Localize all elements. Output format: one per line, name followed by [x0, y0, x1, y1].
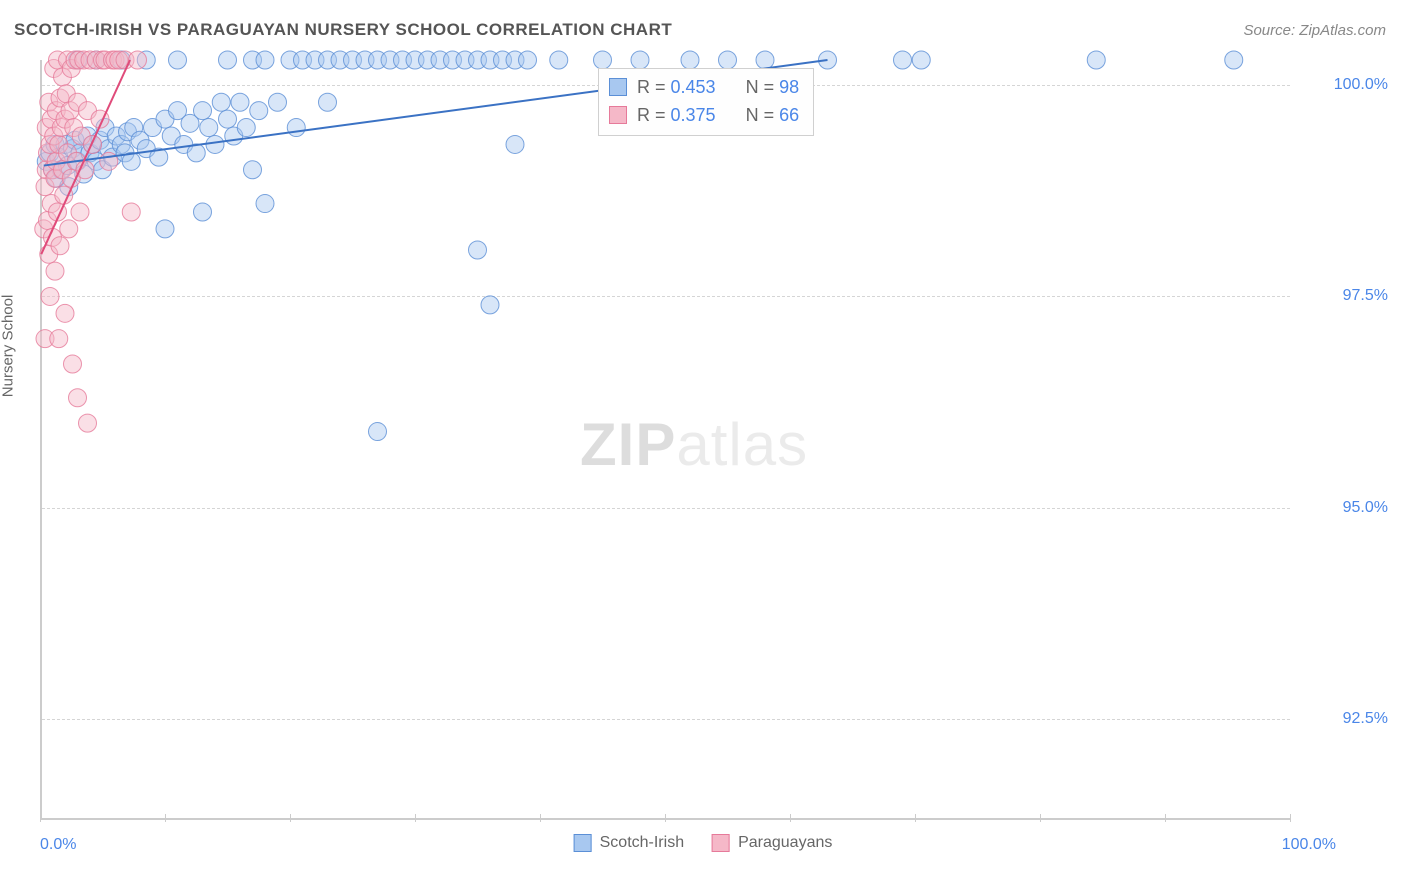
data-point	[506, 135, 524, 153]
legend-item-1: Scotch-Irish	[574, 834, 684, 852]
data-point	[1087, 51, 1105, 69]
data-point	[231, 93, 249, 111]
x-tick	[790, 814, 791, 822]
n-label-2: N = 66	[746, 101, 800, 129]
data-point	[41, 287, 59, 305]
stats-swatch-2	[609, 106, 627, 124]
data-point	[481, 296, 499, 314]
x-tick	[1165, 814, 1166, 822]
x-label-right: 100.0%	[1282, 836, 1336, 854]
data-point	[319, 93, 337, 111]
data-point	[237, 119, 255, 137]
data-point	[156, 220, 174, 238]
y-tick-label: 100.0%	[1334, 76, 1388, 94]
y-tick-label: 97.5%	[1343, 287, 1388, 305]
x-tick	[165, 814, 166, 822]
stats-row-2: R = 0.375 N = 66	[609, 101, 799, 129]
data-point	[169, 51, 187, 69]
data-point	[46, 262, 64, 280]
chart-svg	[40, 60, 1290, 820]
data-point	[60, 220, 78, 238]
data-point	[129, 51, 147, 69]
data-point	[550, 51, 568, 69]
data-point	[51, 237, 69, 255]
chart-title: SCOTCH-IRISH VS PARAGUAYAN NURSERY SCHOO…	[14, 20, 672, 40]
data-point	[1225, 51, 1243, 69]
data-point	[269, 93, 287, 111]
x-tick	[290, 814, 291, 822]
data-point	[50, 330, 68, 348]
legend-item-2: Paraguayans	[712, 834, 832, 852]
data-point	[250, 102, 268, 120]
y-tick-label: 95.0%	[1343, 499, 1388, 517]
legend-swatch-1	[574, 834, 592, 852]
data-point	[756, 51, 774, 69]
x-tick	[665, 814, 666, 822]
x-tick	[1290, 814, 1291, 822]
data-point	[469, 241, 487, 259]
stats-row-1: R = 0.453 N = 98	[609, 73, 799, 101]
x-tick	[40, 814, 41, 822]
x-label-left: 0.0%	[40, 836, 76, 854]
data-point	[71, 203, 89, 221]
n-label-1: N = 98	[746, 73, 800, 101]
x-tick	[915, 814, 916, 822]
data-point	[287, 119, 305, 137]
data-point	[212, 93, 230, 111]
x-tick	[540, 814, 541, 822]
data-point	[369, 423, 387, 441]
x-tick	[1040, 814, 1041, 822]
data-point	[64, 355, 82, 373]
legend-label-2: Paraguayans	[738, 834, 832, 852]
data-point	[122, 203, 140, 221]
data-point	[69, 389, 87, 407]
data-point	[76, 161, 94, 179]
legend-bottom: Scotch-Irish Paraguayans	[574, 834, 833, 852]
stats-legend: R = 0.453 N = 98 R = 0.375 N = 66	[598, 68, 814, 136]
legend-label-1: Scotch-Irish	[600, 834, 684, 852]
data-point	[219, 110, 237, 128]
data-point	[912, 51, 930, 69]
data-point	[206, 135, 224, 153]
data-point	[56, 304, 74, 322]
y-axis-title: Nursery School	[0, 295, 17, 398]
r-label-2: R = 0.375	[637, 101, 716, 129]
data-point	[219, 51, 237, 69]
source-label: Source: ZipAtlas.com	[1243, 22, 1386, 39]
data-point	[719, 51, 737, 69]
stats-swatch-1	[609, 78, 627, 96]
data-point	[256, 195, 274, 213]
r-label-1: R = 0.453	[637, 73, 716, 101]
data-point	[681, 51, 699, 69]
data-point	[519, 51, 537, 69]
data-point	[194, 102, 212, 120]
y-tick-label: 92.5%	[1343, 710, 1388, 728]
data-point	[256, 51, 274, 69]
data-point	[894, 51, 912, 69]
data-point	[79, 414, 97, 432]
data-point	[631, 51, 649, 69]
data-point	[594, 51, 612, 69]
data-point	[244, 161, 262, 179]
data-point	[200, 119, 218, 137]
data-point	[194, 203, 212, 221]
legend-swatch-2	[712, 834, 730, 852]
x-tick	[415, 814, 416, 822]
